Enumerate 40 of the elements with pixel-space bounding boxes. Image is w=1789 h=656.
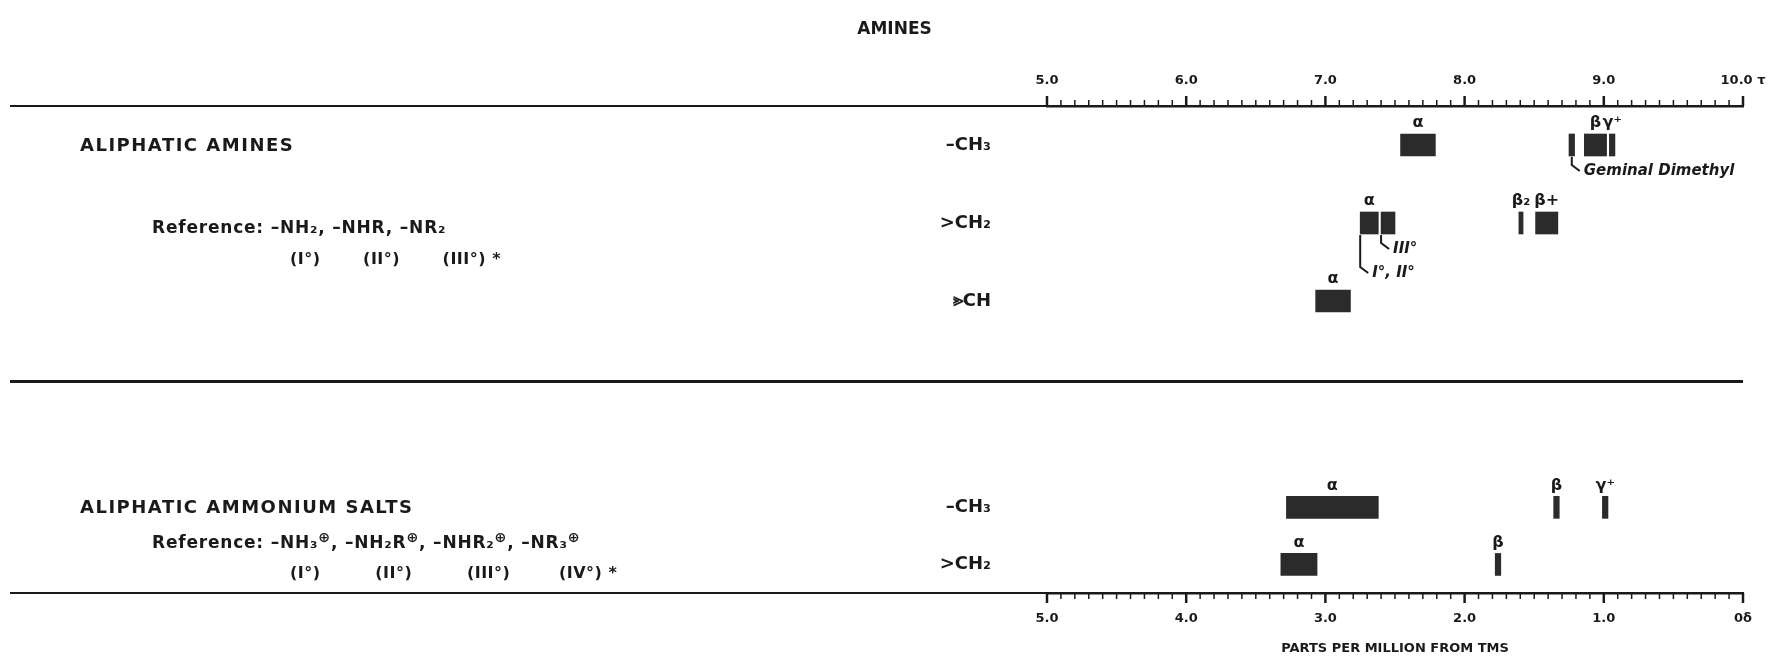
data-label: β [1589, 112, 1602, 132]
y-tick-label: >CH₂ [939, 210, 991, 232]
data-label: α [1363, 190, 1375, 210]
y-tick-label: –CH₃ [945, 132, 991, 154]
annotation: I°, II° [1372, 262, 1415, 281]
x-axis-title: PARTS PER MILLION FROM TMS [1281, 639, 1509, 655]
text: (I°) (II°) (III°) (IV°) * [290, 563, 618, 583]
data-label: γ⁺ [1602, 112, 1622, 132]
data-label: β [1550, 474, 1563, 494]
data-label: α [1293, 531, 1305, 551]
x-tick-label: 1.0 [1592, 610, 1616, 626]
data-label: α [1412, 112, 1424, 132]
x-tick-label: 2.0 [1453, 610, 1477, 626]
text: (I°) (II°) (III°) * [290, 249, 502, 269]
x-tick-label: 5.0 [1035, 71, 1059, 87]
x-tick-label: 10.0 τ [1720, 71, 1766, 87]
x-tick-label: 7.0 [1313, 71, 1337, 87]
data-label: γ⁺ [1595, 474, 1615, 494]
data-label: α [1326, 474, 1338, 494]
text: Reference: –NH₂, –NHR, –NR₂ [152, 216, 447, 237]
text: ALIPHATIC AMMONIUM SALTS [80, 496, 414, 518]
x-tick-label: 9.0 [1592, 71, 1616, 87]
y-tick-label: ⪢CH [952, 288, 991, 310]
data-label: β₂ [1511, 190, 1531, 210]
x-tick-label: 0δ [1734, 610, 1753, 626]
x-tick-label: 6.0 [1174, 71, 1198, 87]
y-tick-label: –CH₃ [945, 495, 991, 517]
data-label: β+ [1534, 190, 1560, 210]
text: ALIPHATIC AMINES [80, 134, 295, 156]
annotation: Geminal Dimethyl [1583, 160, 1736, 179]
x-tick-label: 8.0 [1453, 71, 1477, 87]
x-tick-label: 5.0 [1035, 610, 1059, 626]
data-label: α [1327, 268, 1339, 288]
y-tick-label: >CH₂ [939, 552, 991, 574]
x-tick-label: 3.0 [1313, 610, 1337, 626]
x-tick-label: 4.0 [1174, 610, 1198, 626]
text: Reference: –NH₃$^{⊕}$, –NH₂R$^{⊕}$, –NHR₂$^{⊕}$, –NR₃$^{⊕}$ [152, 528, 581, 553]
text: AMINES [857, 18, 932, 39]
data-label: β [1492, 531, 1504, 551]
annotation: III° [1393, 238, 1418, 257]
